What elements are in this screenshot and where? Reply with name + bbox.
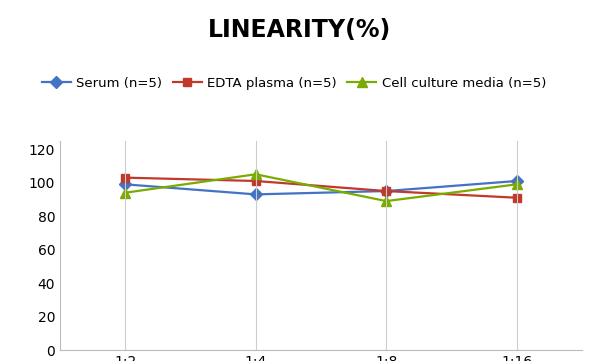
Line: Serum (n=5): Serum (n=5) (121, 177, 521, 199)
Line: Cell culture media (n=5): Cell culture media (n=5) (121, 169, 521, 206)
EDTA plasma (n=5) (252, 179, 259, 183)
Cell culture media (n=5) (252, 172, 259, 177)
Serum (n=5) (383, 189, 390, 193)
Text: LINEARITY(%): LINEARITY(%) (208, 18, 392, 42)
Serum (n=5) (122, 182, 129, 187)
EDTA plasma (n=5) (383, 189, 390, 193)
Serum (n=5) (252, 192, 259, 196)
EDTA plasma (n=5) (122, 175, 129, 180)
Cell culture media (n=5) (122, 191, 129, 195)
Cell culture media (n=5) (383, 199, 390, 203)
Legend: Serum (n=5), EDTA plasma (n=5), Cell culture media (n=5): Serum (n=5), EDTA plasma (n=5), Cell cul… (37, 71, 551, 95)
Serum (n=5) (513, 179, 520, 183)
EDTA plasma (n=5) (513, 196, 520, 200)
Cell culture media (n=5) (513, 182, 520, 187)
Line: EDTA plasma (n=5): EDTA plasma (n=5) (121, 174, 521, 202)
